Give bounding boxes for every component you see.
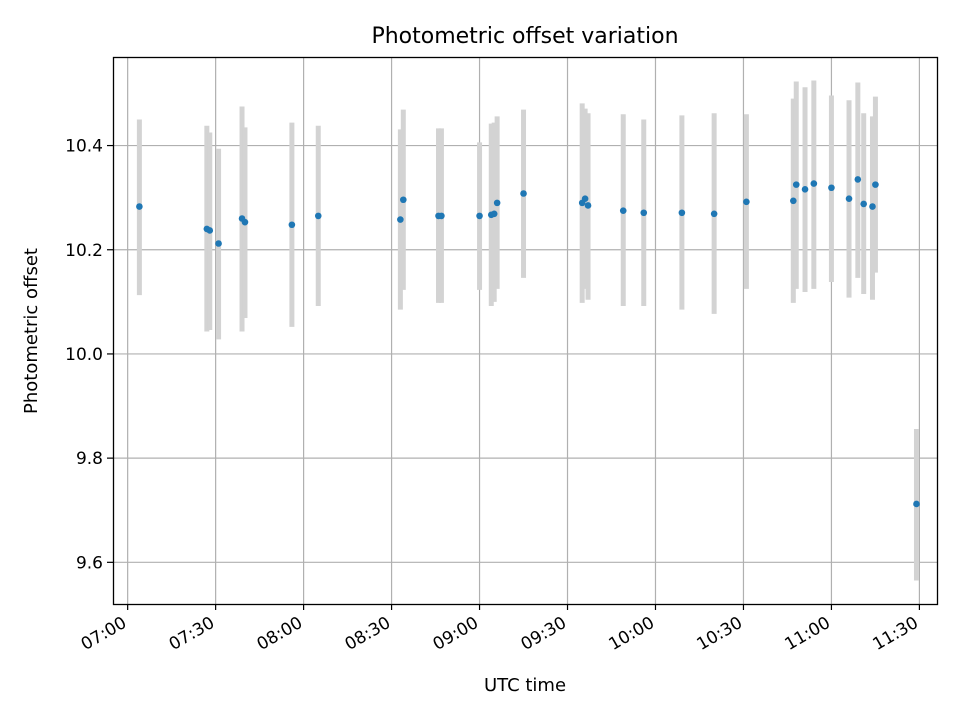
y-tick-label: 9.6 [76, 553, 103, 573]
data-point [581, 195, 589, 202]
x-axis-label: UTC time [484, 675, 566, 696]
data-point [288, 221, 296, 229]
data-point [476, 212, 483, 220]
data-point [241, 218, 249, 226]
data-point [584, 202, 592, 209]
data-point [314, 212, 322, 220]
data-point [397, 216, 404, 223]
data-point [400, 196, 407, 204]
y-axis-ticks: 9.6 9.8 10.0 10.2 10.4 [65, 137, 113, 573]
y-tick-label: 10.2 [65, 241, 103, 261]
chart-title: Photometric offset variation [371, 24, 678, 49]
y-tick-label: 10.4 [65, 137, 103, 157]
data-point [828, 184, 835, 192]
y-axis-label: Photometric offset [21, 248, 42, 414]
data-point [792, 181, 800, 188]
data-point [710, 210, 718, 218]
y-tick-label: 10.0 [65, 345, 103, 365]
data-point [801, 186, 809, 193]
data-point [678, 209, 686, 217]
data-point [872, 181, 879, 188]
data-point [743, 198, 750, 206]
data-point [520, 190, 527, 197]
data-point [490, 210, 498, 218]
data-point [845, 195, 853, 202]
data-point [913, 500, 920, 508]
data-point [640, 209, 648, 217]
y-tick-label: 9.8 [76, 449, 103, 469]
data-point [810, 180, 818, 187]
data-point [860, 200, 867, 208]
data-point [790, 197, 797, 205]
data-point [619, 207, 627, 214]
data-point [215, 240, 222, 247]
plot-frame [112, 56, 939, 606]
data-point [438, 212, 445, 220]
data-point [854, 176, 862, 183]
data-point [493, 199, 501, 207]
data-point [206, 227, 214, 234]
data-point [136, 203, 143, 210]
data-point [869, 203, 876, 210]
data-points [136, 176, 920, 508]
